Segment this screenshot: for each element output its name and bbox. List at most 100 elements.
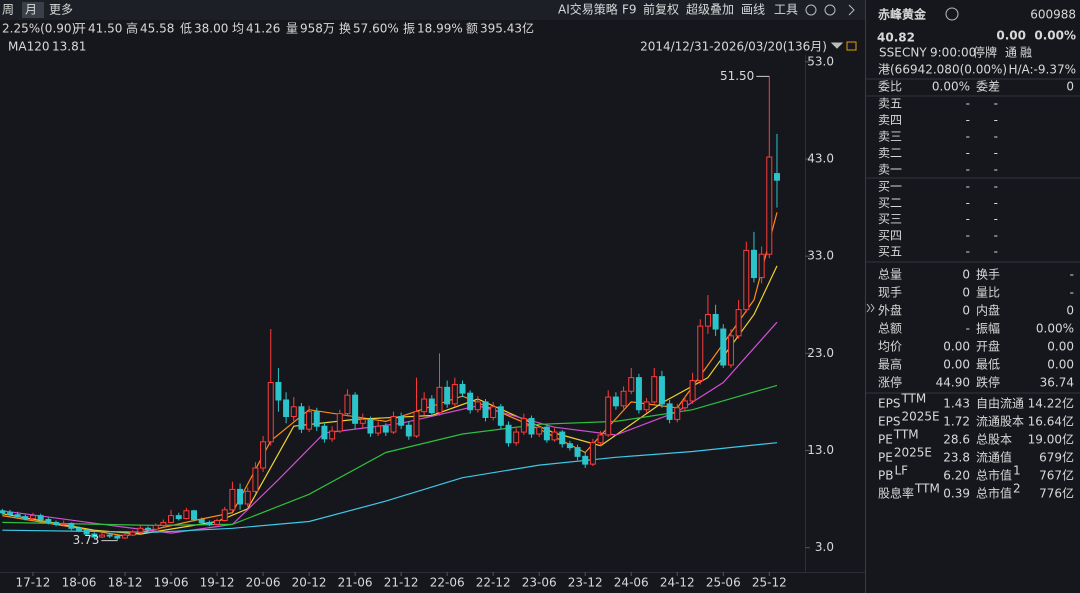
candle-body: [329, 430, 336, 440]
book-level: 卖一: [878, 163, 902, 177]
candle-body: [605, 396, 612, 436]
book-volume: -: [994, 196, 998, 210]
high-label: 51.50: [720, 69, 754, 83]
candle-body: [421, 398, 428, 413]
candle-body: [528, 417, 535, 435]
quote-key: 换: [339, 22, 351, 36]
candle-body: [628, 377, 635, 392]
fund-label: 总市值: [976, 468, 1012, 483]
candle-body: [168, 515, 175, 523]
label: 最低: [976, 358, 1000, 372]
candle-body: [559, 431, 566, 445]
fund-label: 股息率: [878, 486, 914, 501]
ma-legend-name: MA120: [8, 40, 49, 54]
candle-body: [114, 535, 121, 539]
candle-body: [6, 512, 13, 516]
fund-value: 19.00亿: [1028, 432, 1074, 447]
candle-body: [321, 425, 328, 440]
y-tick-label: 23.0: [807, 346, 834, 360]
candle-body: [275, 381, 282, 401]
quote-value: 41.26: [246, 22, 280, 36]
candle-body: [520, 417, 527, 433]
value: 0.00%: [932, 80, 970, 94]
fund-value: 23.8: [943, 451, 970, 465]
fund-value: 679亿: [1039, 450, 1074, 465]
fund-label-sup: LF: [894, 464, 908, 478]
candle-body: [589, 442, 596, 465]
candle-body: [29, 515, 36, 520]
tab[interactable]: 更多: [49, 3, 73, 17]
book-price: -: [966, 196, 970, 210]
label: 外盘: [878, 303, 902, 318]
expand-icon[interactable]: [848, 4, 855, 16]
candle-body: [681, 400, 688, 409]
label: 委差: [976, 80, 1000, 94]
range-label[interactable]: 2014/12/31-2026/03/20(136月): [640, 40, 827, 54]
lock-icon[interactable]: [846, 41, 857, 51]
tool-button[interactable]: 画线: [741, 3, 765, 17]
value: -: [1070, 286, 1074, 300]
fund-label: PB: [878, 469, 893, 483]
x-tick-label: 20-12: [292, 576, 327, 590]
candle-body: [405, 424, 412, 437]
candle-body: [497, 406, 504, 426]
fund-label: PE: [878, 451, 893, 465]
candle-body: [704, 313, 711, 327]
tool-button[interactable]: 超级叠加: [686, 2, 734, 17]
ma-legend-value: 13.81: [52, 40, 86, 54]
fund-label-sup: 2: [1013, 482, 1021, 496]
candle-body: [367, 418, 374, 434]
gear-icon[interactable]: [805, 4, 817, 16]
collapse-icon[interactable]: [866, 303, 875, 313]
tab[interactable]: 周: [2, 3, 14, 17]
info-icon[interactable]: [945, 7, 959, 21]
fund-label-sup: TTM: [893, 428, 919, 442]
fund-label: PE: [878, 433, 893, 447]
range-dropdown[interactable]: [830, 42, 844, 49]
book-price: -: [966, 97, 970, 111]
quote-key: 振: [403, 22, 415, 36]
x-tick-label: 22-06: [430, 576, 465, 590]
candle-body: [306, 411, 313, 430]
candle-body: [99, 534, 106, 538]
tool-button[interactable]: AI交易策略: [558, 2, 618, 17]
price-change-pct: 0.00%: [1034, 29, 1076, 43]
tab[interactable]: 月: [25, 3, 37, 17]
book-level: 卖五: [878, 97, 902, 111]
tool-button[interactable]: F9: [622, 3, 637, 17]
x-tick-label: 17-12: [16, 576, 51, 590]
tool-button[interactable]: 前复权: [643, 2, 679, 17]
book-volume: -: [994, 97, 998, 111]
zoom-icon[interactable]: [824, 4, 836, 16]
fund-label: EPS: [878, 415, 900, 429]
value: 0: [1066, 304, 1074, 318]
fund-label: 自由流通: [976, 397, 1024, 411]
fund-value: 1.72: [943, 415, 970, 429]
tool-button[interactable]: 工具: [774, 3, 798, 17]
book-price: -: [966, 245, 970, 259]
candle-body: [244, 490, 251, 505]
candle-body: [76, 527, 82, 531]
candle-body: [490, 406, 497, 418]
candle-body: [283, 399, 290, 418]
value: -: [1070, 268, 1074, 282]
fund-label-sup: 1: [1013, 464, 1021, 478]
candle-body: [773, 173, 780, 181]
x-tick-label: 25-06: [706, 576, 741, 590]
quote-value: 395.43亿: [480, 21, 534, 36]
candle-body: [643, 401, 650, 411]
book-level: 买一: [878, 180, 902, 194]
candle-body: [14, 514, 21, 518]
candle-body: [428, 398, 435, 414]
quote-value: 18.99%: [417, 22, 463, 36]
candle-body: [229, 488, 236, 511]
toolbar-icons[interactable]: [805, 4, 959, 313]
label: 最高: [878, 357, 902, 372]
value: 0: [1066, 80, 1074, 94]
quote-key: 均: [232, 22, 244, 36]
candle-body: [298, 406, 305, 430]
book-price: -: [966, 146, 970, 160]
fund-label: 总股本: [976, 433, 1012, 447]
price-change: 0.00: [996, 29, 1026, 43]
